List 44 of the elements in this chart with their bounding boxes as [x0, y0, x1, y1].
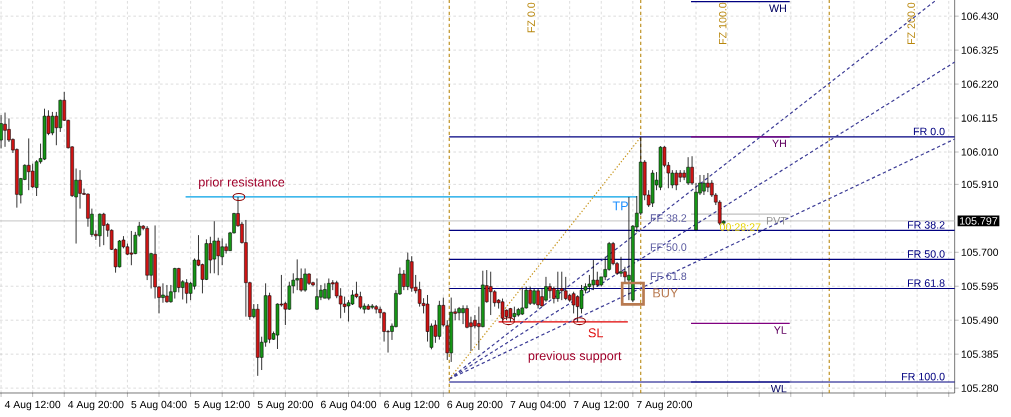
annotation: 00:28:27 — [719, 223, 761, 231]
ref-line-label: FZ 100.0 — [718, 2, 727, 45]
series-label: FR 61.8 — [908, 279, 945, 287]
y-tick-label: 106.115 — [961, 114, 998, 122]
x-tick-label: 4 Aug 20:00 — [68, 400, 124, 411]
annotation: BUY — [653, 288, 679, 298]
annotation: FF 38.2 — [650, 214, 687, 222]
x-tick-label: 7 Aug 04:00 — [510, 400, 566, 411]
y-tick-label: 105.700 — [961, 248, 999, 256]
annotation: FF 61.8 — [650, 272, 687, 280]
y-tick-label: 106.010 — [961, 148, 999, 156]
y-tick-label: 105.595 — [961, 282, 999, 290]
annotation: FF 50.0 — [650, 243, 687, 251]
x-tick-label: 7 Aug 12:00 — [573, 400, 629, 411]
ref-line-label: FZ 200.0 — [907, 2, 915, 45]
x-tick-label: 6 Aug 04:00 — [321, 400, 377, 411]
x-tick-label: 5 Aug 12:00 — [194, 400, 250, 411]
y-tick-label: 105.490 — [961, 316, 999, 324]
annotation: prior resistance — [199, 177, 285, 190]
y-tick-label: 105.910 — [961, 180, 999, 189]
x-tick-label: 5 Aug 04:00 — [131, 400, 187, 411]
y-tick-label: 106.325 — [961, 46, 999, 54]
ref-line-label: 105.797 — [960, 217, 998, 225]
series-label: WL — [770, 384, 787, 393]
y-tick-label: 105.385 — [961, 350, 999, 358]
annotation: previous support — [528, 350, 622, 363]
series-label: FR 38.2 — [908, 221, 945, 229]
series-label: FR 50.0 — [908, 250, 945, 258]
y-tick-label: 105.280 — [961, 384, 999, 392]
series-label: YL — [773, 326, 787, 334]
x-tick-label: 7 Aug 20:00 — [636, 400, 693, 411]
series-label: FR 0.0 — [913, 127, 945, 136]
x-tick-label: 4 Aug 12:00 — [4, 400, 61, 411]
x-tick-label: 6 Aug 12:00 — [384, 400, 440, 411]
series-label: YH — [772, 139, 786, 148]
annotation: SL — [588, 328, 604, 338]
y-tick-label: 106.220 — [961, 80, 999, 88]
x-tick-label: 6 Aug 20:00 — [447, 400, 503, 411]
series-label: WH — [769, 4, 786, 12]
x-tick-label: 5 Aug 20:00 — [257, 400, 313, 411]
annotation: TP — [612, 201, 628, 211]
ref-line-label: FZ 0.0 — [527, 2, 535, 33]
y-tick-label: 106.430 — [961, 12, 999, 20]
series-label: FR 100.0 — [902, 372, 945, 381]
